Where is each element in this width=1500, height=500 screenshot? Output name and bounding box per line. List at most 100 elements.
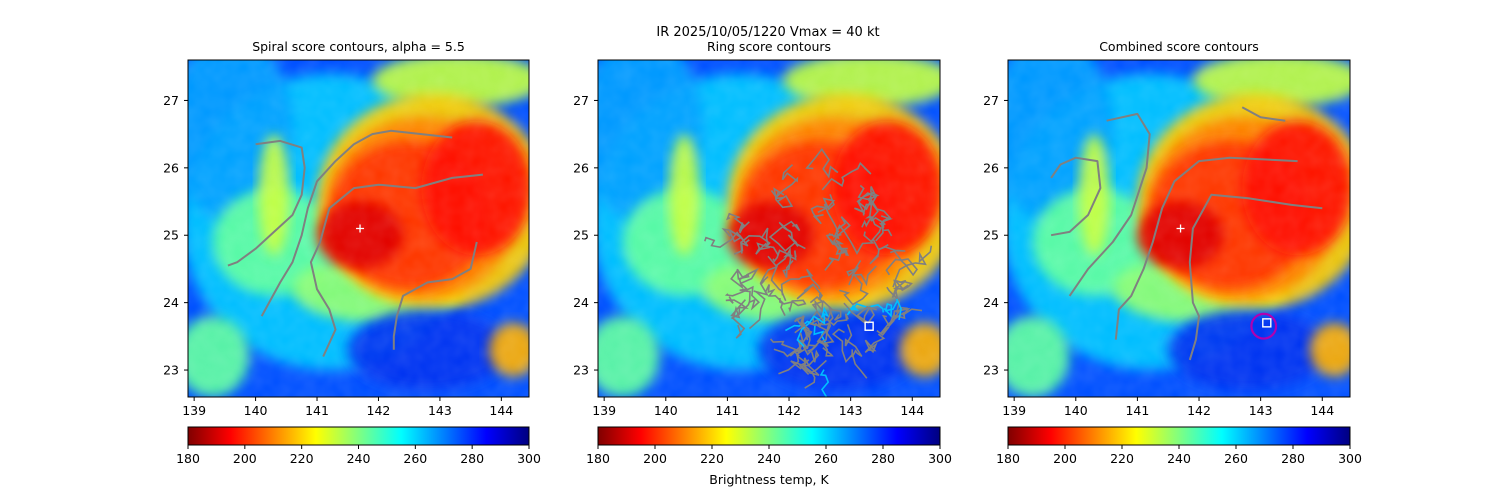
ring-contour (881, 307, 923, 328)
x-tick-label: 143 (1249, 403, 1273, 418)
colorbar-tick-label: 220 (700, 451, 724, 466)
colorbar-tick-label: 280 (871, 451, 895, 466)
x-tick-label: 141 (1125, 403, 1149, 418)
colorbar: 180 200 220 240 260 280 300 Brightness temp, K (586, 426, 952, 487)
panels: Spiral score contours, alpha = 5.5 139 140… (163, 39, 1362, 487)
colorbar-tick-label: 280 (460, 451, 484, 466)
ring-contour (844, 324, 863, 358)
colorbar-tick-label: 280 (1281, 451, 1305, 466)
ring-contour-region (704, 147, 933, 397)
overlay (704, 147, 933, 397)
center-plus-icon (356, 224, 365, 233)
x-tick-label: 139 (182, 403, 206, 418)
y-tick-label: 25 (983, 228, 999, 243)
contour-line (227, 139, 306, 267)
y-tick-label: 23 (573, 363, 589, 378)
y-tick-label: 26 (573, 160, 589, 175)
colorbar: 180 200 220 240 260 280 300 (176, 426, 541, 466)
center-plus-icon (1176, 224, 1185, 233)
colorbar-tick-label: 220 (290, 451, 314, 466)
contour-line (260, 129, 453, 317)
ring-contour (811, 299, 842, 321)
ring-contour (730, 299, 746, 339)
ring-contour (870, 198, 893, 237)
colorbar-tick-label: 180 (176, 451, 200, 466)
ring-contour (778, 354, 810, 375)
panel-title: Ring score contours (707, 39, 831, 54)
y-tick-label: 26 (983, 160, 999, 175)
ring-contour (737, 267, 760, 316)
ring-contour (883, 298, 902, 321)
ring-contour (805, 147, 839, 179)
colorbar-tick-label: 240 (1167, 451, 1191, 466)
ring-contour (770, 164, 799, 199)
ring-contour (796, 283, 823, 301)
x-tick-label: 142 (1187, 403, 1211, 418)
colorbar-tick-label: 220 (1110, 451, 1134, 466)
colorbar-tick-label: 300 (928, 451, 952, 466)
x-tick-label: 140 (244, 403, 268, 418)
y-tick-label: 25 (163, 228, 179, 243)
ring-contour (810, 205, 829, 225)
colorbar-tick-label: 260 (1224, 451, 1248, 466)
ring-contour (796, 306, 830, 348)
x-tick-label: 143 (428, 403, 452, 418)
y-tick-label: 26 (163, 160, 179, 175)
y-tick-label: 27 (983, 93, 999, 108)
contour-line (1068, 112, 1151, 297)
ring-contour (891, 279, 905, 300)
ring-contour (869, 246, 906, 265)
ring-contour (724, 285, 760, 311)
ring-contour (794, 315, 811, 350)
colorbar-label: Brightness temp, K (709, 472, 829, 487)
colorbar-gradient (597, 426, 941, 446)
x-tick-label: 144 (1310, 403, 1334, 418)
ring-contour (725, 296, 749, 320)
ring-contour (824, 233, 845, 271)
colorbar-tick-label: 180 (996, 451, 1020, 466)
best-fit-circle (1250, 312, 1278, 340)
overlay (1050, 106, 1323, 361)
colorbar: 180 200 220 240 260 280 300 (996, 426, 1362, 466)
colorbar-tick-label: 240 (757, 451, 781, 466)
contour-line (1114, 156, 1298, 340)
colorbar-tick-label: 300 (1338, 451, 1362, 466)
ring-contour (821, 161, 872, 191)
ring-contour (801, 359, 827, 389)
ring-contour (892, 279, 913, 292)
ring-contour (839, 272, 869, 306)
colorbar-tick-label: 200 (643, 451, 667, 466)
colorbar-tick-label: 200 (233, 451, 257, 466)
panel-1: Spiral score contours, alpha = 5.5 139 140… (163, 39, 541, 466)
ring-contour (846, 260, 877, 287)
y-tick-label: 27 (163, 93, 179, 108)
ring-contour (769, 338, 803, 357)
x-tick-label: 144 (900, 403, 924, 418)
axes-frame (1007, 59, 1351, 398)
panel-2: Ring score contours 139 140 141 142 143 144 23 2… (573, 39, 952, 487)
ring-contour (768, 220, 806, 253)
ring-contour (822, 194, 840, 233)
ring-contour (807, 329, 835, 353)
ring-contour (846, 302, 884, 316)
colorbar-gradient (187, 426, 530, 446)
ring-contour (885, 250, 919, 277)
y-tick-label: 24 (163, 295, 179, 310)
y-tick-label: 24 (983, 295, 999, 310)
y-tick-label: 24 (573, 295, 589, 310)
ring-contour (828, 216, 851, 252)
ring-contour (798, 349, 820, 375)
colorbar-tick-label: 180 (586, 451, 610, 466)
x-tick-label: 139 (1002, 403, 1026, 418)
ring-contour (808, 310, 825, 329)
ring-contour (748, 280, 769, 330)
x-tick-label: 139 (592, 403, 616, 418)
contour-line (1241, 106, 1286, 122)
contour-line (1050, 156, 1102, 237)
panel-3: Combined score contours 139 140 141 142 143 14… (983, 39, 1362, 466)
best-center-square-icon (864, 321, 874, 331)
ring-contour (730, 268, 750, 290)
contour-line (392, 241, 478, 350)
ring-contour (892, 245, 933, 288)
